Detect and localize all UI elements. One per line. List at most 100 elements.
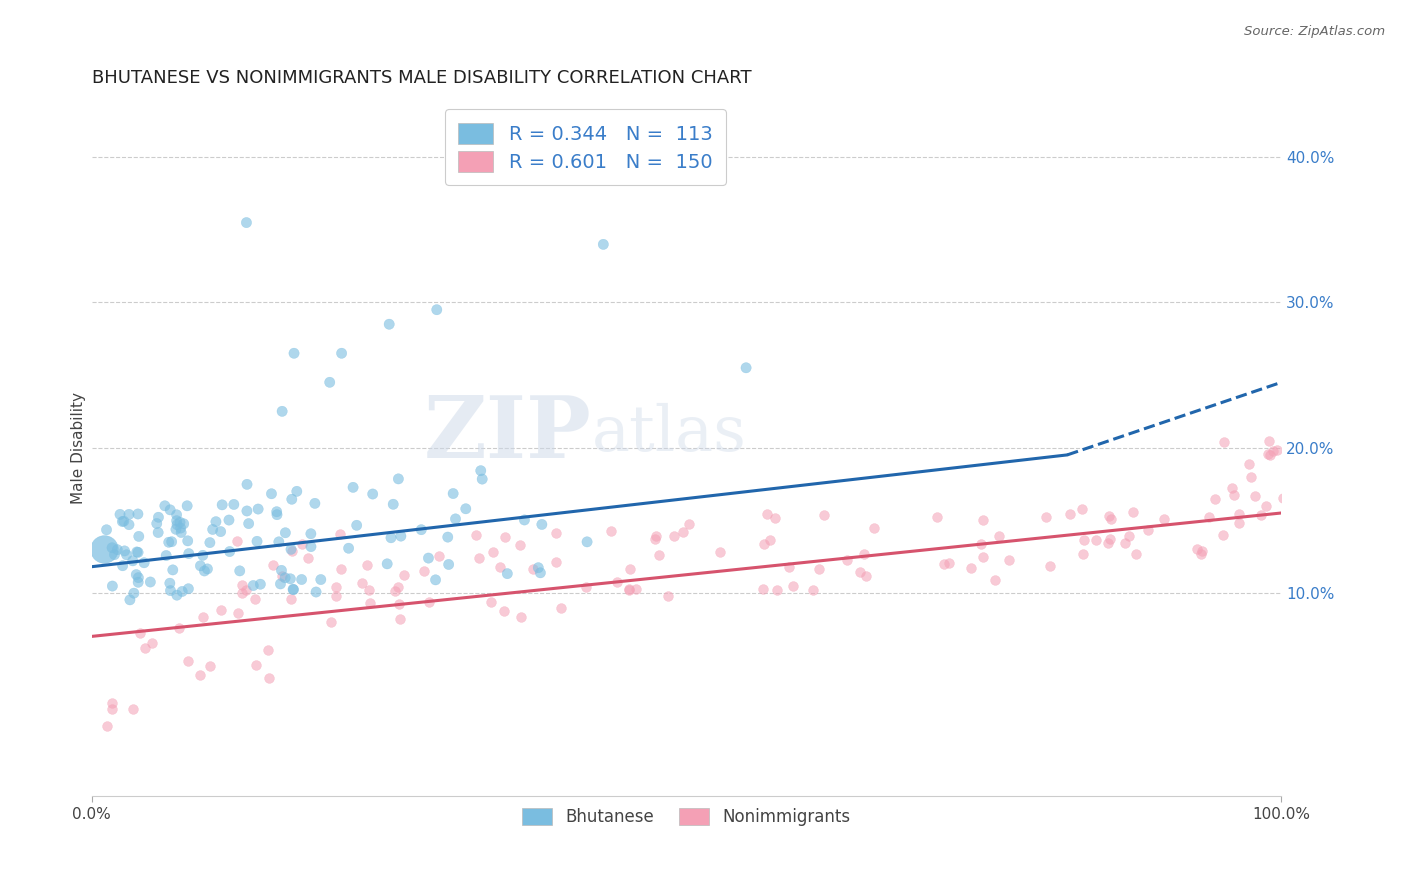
Point bbox=[270, 563, 292, 577]
Point bbox=[231, 586, 253, 600]
Point bbox=[245, 592, 267, 607]
Point bbox=[283, 582, 305, 597]
Point bbox=[167, 621, 190, 635]
Point bbox=[972, 513, 994, 527]
Point bbox=[619, 561, 641, 575]
Point bbox=[159, 576, 181, 591]
Point bbox=[198, 659, 221, 673]
Point bbox=[166, 517, 188, 532]
Point bbox=[1229, 507, 1251, 521]
Point bbox=[1198, 510, 1220, 524]
Point bbox=[291, 537, 314, 551]
Point bbox=[544, 555, 567, 569]
Point bbox=[709, 545, 731, 559]
Point bbox=[114, 544, 136, 558]
Point bbox=[96, 718, 118, 732]
Point bbox=[387, 472, 409, 486]
Point bbox=[177, 533, 200, 548]
Point bbox=[103, 548, 125, 562]
Point bbox=[245, 657, 267, 672]
Point bbox=[267, 534, 290, 549]
Point bbox=[93, 542, 115, 557]
Text: Source: ZipAtlas.com: Source: ZipAtlas.com bbox=[1244, 25, 1385, 38]
Point bbox=[960, 560, 983, 574]
Point bbox=[209, 524, 232, 539]
Point bbox=[1254, 499, 1277, 513]
Point bbox=[177, 654, 200, 668]
Point bbox=[101, 696, 124, 710]
Point bbox=[222, 498, 245, 512]
Point bbox=[176, 499, 198, 513]
Point bbox=[997, 553, 1019, 567]
Point bbox=[297, 550, 319, 565]
Point bbox=[1099, 512, 1122, 526]
Point bbox=[1059, 507, 1081, 521]
Point bbox=[169, 516, 191, 530]
Point bbox=[325, 581, 347, 595]
Point bbox=[617, 582, 640, 596]
Point bbox=[118, 592, 141, 607]
Point bbox=[384, 584, 406, 599]
Point bbox=[129, 625, 152, 640]
Point bbox=[849, 566, 872, 580]
Point bbox=[177, 547, 200, 561]
Point bbox=[127, 545, 149, 559]
Point bbox=[411, 523, 433, 537]
Point bbox=[1189, 547, 1212, 561]
Point bbox=[170, 525, 193, 540]
Point bbox=[141, 636, 163, 650]
Point bbox=[378, 317, 401, 331]
Point bbox=[299, 526, 322, 541]
Point bbox=[299, 540, 322, 554]
Point bbox=[1039, 559, 1062, 574]
Point bbox=[1227, 516, 1250, 530]
Point bbox=[172, 584, 194, 599]
Point bbox=[1099, 533, 1122, 547]
Point bbox=[441, 486, 464, 500]
Point bbox=[121, 702, 143, 716]
Point bbox=[470, 464, 492, 478]
Point bbox=[111, 515, 134, 529]
Point bbox=[177, 582, 200, 596]
Point bbox=[359, 583, 381, 598]
Point bbox=[778, 560, 800, 574]
Point bbox=[101, 541, 124, 555]
Point bbox=[1258, 448, 1281, 462]
Point bbox=[482, 545, 505, 559]
Point bbox=[657, 589, 679, 603]
Point bbox=[1118, 529, 1140, 543]
Point bbox=[735, 360, 758, 375]
Point bbox=[617, 583, 640, 598]
Point bbox=[139, 574, 162, 589]
Point bbox=[782, 579, 804, 593]
Point bbox=[389, 529, 412, 543]
Point bbox=[1191, 544, 1213, 558]
Point bbox=[1097, 535, 1119, 549]
Point bbox=[115, 548, 138, 562]
Point bbox=[1212, 435, 1234, 450]
Point bbox=[1098, 508, 1121, 523]
Point bbox=[231, 578, 253, 592]
Point bbox=[575, 580, 598, 594]
Point bbox=[970, 536, 993, 550]
Point bbox=[229, 564, 252, 578]
Point bbox=[235, 583, 257, 598]
Point bbox=[280, 542, 302, 557]
Point bbox=[1122, 505, 1144, 519]
Point bbox=[238, 516, 260, 531]
Text: atlas: atlas bbox=[592, 403, 747, 464]
Point bbox=[132, 556, 155, 570]
Point bbox=[271, 569, 294, 583]
Point bbox=[1258, 434, 1281, 449]
Point bbox=[111, 558, 134, 573]
Point bbox=[330, 562, 353, 576]
Point bbox=[648, 548, 671, 562]
Point bbox=[527, 560, 550, 574]
Point bbox=[236, 504, 259, 518]
Point bbox=[274, 571, 297, 585]
Point bbox=[1277, 441, 1299, 455]
Point bbox=[101, 579, 124, 593]
Point bbox=[166, 514, 188, 528]
Point bbox=[118, 508, 141, 522]
Point bbox=[155, 549, 177, 563]
